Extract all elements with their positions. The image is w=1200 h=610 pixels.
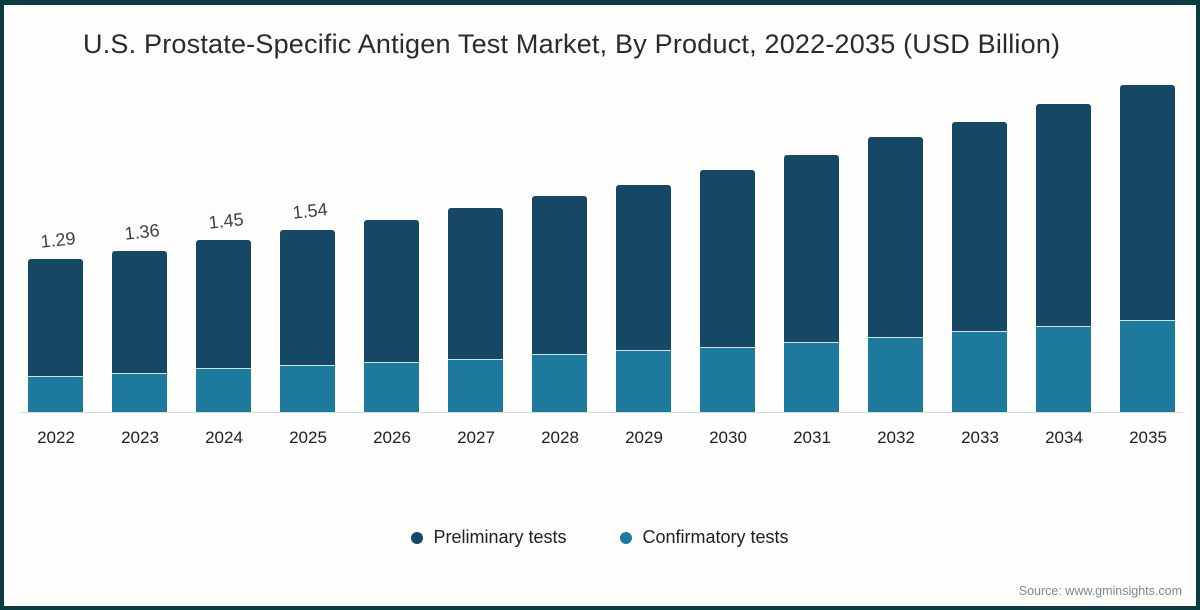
bar-2027: [448, 208, 503, 412]
plot-area: 1.29 1.36 1.45 1.54: [28, 85, 1175, 412]
x-tick-2022: 2022: [37, 428, 75, 447]
x-tick-2030: 2030: [709, 428, 747, 447]
bar-segment-preliminary: [112, 251, 167, 373]
bar-segment-preliminary: [448, 208, 503, 359]
x-tick-2031: 2031: [793, 428, 831, 447]
bar-segment-confirmatory: [784, 342, 839, 412]
bar-segment-confirmatory: [868, 337, 923, 412]
bar-segment-confirmatory: [112, 373, 167, 412]
bar-2025: 1.54: [280, 199, 335, 412]
bar-segment-confirmatory: [196, 368, 251, 412]
x-tick-2024: 2024: [205, 428, 243, 447]
bar-segment-preliminary: [1036, 104, 1091, 326]
bar-segment-preliminary: [364, 220, 419, 362]
bar-value-label: 1.54: [291, 199, 329, 223]
bar-segment-confirmatory: [1120, 320, 1175, 412]
bar-segment-preliminary: [868, 137, 923, 337]
bar-2033: [952, 122, 1007, 412]
x-tick-2027: 2027: [457, 428, 495, 447]
bar-segment-preliminary: [28, 259, 83, 376]
bar-segment-confirmatory: [280, 365, 335, 412]
bar-2029: [616, 185, 671, 412]
x-axis-labels: 2022 2023 2024 2025 2026 2027 2028 2029 2030 2031…: [14, 428, 1190, 448]
bar-2034: [1036, 104, 1091, 412]
bar-segment-preliminary: [1120, 85, 1175, 320]
x-tick-2023: 2023: [121, 428, 159, 447]
bar-segment-confirmatory: [616, 350, 671, 412]
bar-value-label: 1.45: [207, 209, 245, 233]
confirmatory-legend-dot-icon: [620, 531, 633, 544]
x-axis-line: [20, 412, 1183, 413]
bar-segment-confirmatory: [1036, 326, 1091, 412]
bar-value-label: 1.36: [123, 220, 161, 244]
bar-2023: 1.36: [112, 220, 167, 412]
x-tick-2029: 2029: [625, 428, 663, 447]
bar-segment-confirmatory: [700, 347, 755, 412]
bar-segment-preliminary: [700, 170, 755, 347]
legend-label: Confirmatory tests: [642, 527, 789, 547]
bar-segment-confirmatory: [364, 362, 419, 412]
bar-segment-preliminary: [784, 155, 839, 342]
bar-segment-preliminary: [532, 196, 587, 354]
bar-segment-preliminary: [196, 240, 251, 368]
legend: Preliminary tests Confirmatory tests: [4, 527, 1196, 548]
bar-2022: 1.29: [28, 228, 83, 412]
x-tick-2032: 2032: [877, 428, 915, 447]
bar-2030: [700, 170, 755, 412]
preliminary-legend-dot-icon: [411, 531, 424, 544]
legend-item-preliminary: Preliminary tests: [411, 527, 566, 548]
bar-2031: [784, 155, 839, 412]
bar-value-label: 1.29: [39, 228, 77, 252]
x-tick-2035: 2035: [1129, 428, 1167, 447]
bar-segment-confirmatory: [448, 359, 503, 412]
x-tick-2034: 2034: [1045, 428, 1083, 447]
bar-segment-confirmatory: [952, 331, 1007, 412]
bar-2026: [364, 220, 419, 412]
bar-2024: 1.45: [196, 209, 251, 412]
bar-2032: [868, 137, 923, 412]
x-tick-2028: 2028: [541, 428, 579, 447]
legend-item-confirmatory: Confirmatory tests: [620, 527, 789, 548]
bar-2035: [1120, 85, 1175, 412]
bar-segment-preliminary: [952, 122, 1007, 331]
x-tick-2025: 2025: [289, 428, 327, 447]
legend-label: Preliminary tests: [433, 527, 567, 547]
bar-segment-confirmatory: [28, 376, 83, 412]
bar-segment-preliminary: [280, 230, 335, 365]
bar-2028: [532, 196, 587, 412]
x-tick-2026: 2026: [373, 428, 411, 447]
bar-segment-confirmatory: [532, 354, 587, 412]
chart-title: U.S. Prostate-Specific Antigen Test Mark…: [83, 29, 1061, 59]
x-tick-2033: 2033: [961, 428, 999, 447]
bar-segment-preliminary: [616, 185, 671, 350]
source-attribution: Source: www.gminsights.com: [1018, 584, 1182, 598]
